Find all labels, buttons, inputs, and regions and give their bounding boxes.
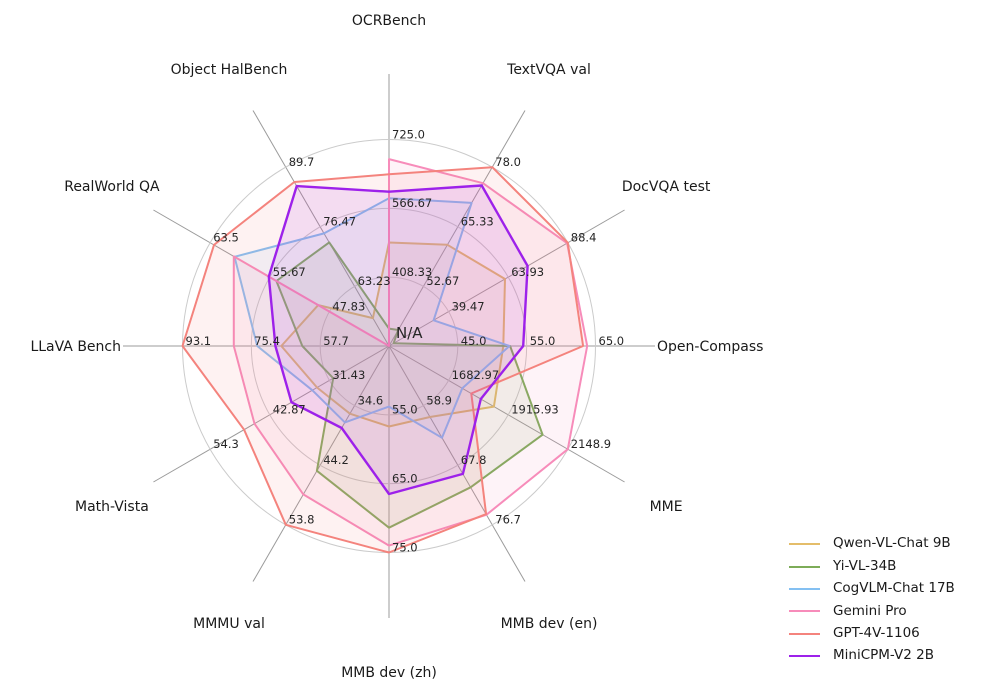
axis-label-mmmu-val: MMMU val bbox=[193, 616, 265, 632]
axis-label-ocrbench: OCRBench bbox=[352, 13, 426, 29]
legend-label-qwen-vl-chat-9b: Qwen-VL-Chat 9B bbox=[833, 535, 951, 552]
grid-spoke-textvqa-val bbox=[388, 110, 526, 347]
grid-spoke-docvqa-test bbox=[388, 209, 625, 347]
tick-label-docvqa-test-1: 39.47 bbox=[452, 299, 485, 313]
grid-spoke-mmb-dev-en bbox=[388, 345, 526, 582]
tick-label-docvqa-test-3: 88.4 bbox=[571, 230, 597, 244]
series-cogvlm-chat-17b-fill bbox=[234, 198, 510, 438]
axis-label-docvqa-test: DocVQA test bbox=[622, 179, 711, 195]
tick-label-mmmu-val-1: 34.6 bbox=[358, 393, 384, 407]
grid-spoke-mme bbox=[388, 345, 625, 483]
tick-label-llava-bench-3: 93.1 bbox=[186, 334, 212, 348]
tick-label-mmb-dev-en-1: 58.9 bbox=[426, 393, 452, 407]
tick-label-object-halbench-2: 76.47 bbox=[323, 215, 356, 229]
legend-item-gpt-4v-1106: GPT-4V-1106 bbox=[789, 623, 955, 645]
tick-label-object-halbench-3: 89.7 bbox=[289, 155, 315, 169]
tick-label-open-compass-3: 65.0 bbox=[599, 334, 625, 348]
series-minicpm-v2-2b-line bbox=[267, 184, 529, 496]
legend-swatch-cogvlm-chat-17b bbox=[789, 587, 820, 590]
legend-label-cogvlm-chat-17b: CogVLM-Chat 17B bbox=[833, 580, 955, 597]
axis-label-object-halbench: Object HalBench bbox=[171, 62, 288, 78]
legend-item-yi-vl-34b: Yi-VL-34B bbox=[789, 555, 955, 577]
axis-label-open-compass: Open-Compass bbox=[657, 339, 763, 355]
tick-label-math-vista-2: 42.87 bbox=[273, 403, 306, 417]
grid-spoke-math-vista bbox=[153, 345, 390, 483]
legend-item-minicpm-v2-2b: MiniCPM-V2 2B bbox=[789, 645, 955, 667]
legend-label-gpt-4v-1106: GPT-4V-1106 bbox=[833, 625, 920, 641]
tick-label-mmmu-val-2: 44.2 bbox=[323, 453, 349, 467]
tick-label-open-compass-2: 55.0 bbox=[530, 334, 556, 348]
tick-label-llava-bench-2: 75.4 bbox=[254, 334, 280, 348]
legend-swatch-minicpm-v2-2b bbox=[789, 655, 820, 658]
tick-label-mme-3: 2148.9 bbox=[571, 437, 611, 451]
tick-label-mmmu-val-3: 53.8 bbox=[289, 513, 315, 527]
tick-label-ocrbench-2: 566.67 bbox=[392, 196, 432, 210]
tick-label-mmb-dev-zh-1: 55.0 bbox=[392, 403, 418, 417]
series-qwen-vl-chat-9b-fill bbox=[281, 242, 505, 427]
tick-label-realworld-qa-3: 63.5 bbox=[213, 230, 239, 244]
tick-label-realworld-qa-2: 55.67 bbox=[273, 265, 306, 279]
tick-label-ocrbench-3: 725.0 bbox=[392, 127, 425, 141]
series-gpt-4v-1106-line bbox=[181, 166, 585, 554]
series-gpt-4v-1106-fill bbox=[182, 167, 584, 553]
axis-label-llava-bench: LLaVA Bench bbox=[30, 339, 121, 355]
series-gemini-pro-fill bbox=[233, 159, 588, 546]
series-minicpm-v2-2b-fill bbox=[268, 185, 528, 494]
legend-swatch-yi-vl-34b bbox=[789, 565, 820, 568]
center-na-label: N/A bbox=[396, 324, 423, 342]
grid-spoke-object-halbench bbox=[252, 110, 390, 347]
tick-label-textvqa-val-1: 52.67 bbox=[426, 274, 459, 288]
tick-label-math-vista-1: 31.43 bbox=[332, 368, 365, 382]
tick-label-llava-bench-1: 57.7 bbox=[323, 334, 349, 348]
tick-label-textvqa-val-3: 78.0 bbox=[495, 155, 521, 169]
tick-label-realworld-qa-1: 47.83 bbox=[332, 299, 365, 313]
tick-label-mmb-dev-zh-2: 65.0 bbox=[392, 471, 418, 485]
axis-label-realworld-qa: RealWorld QA bbox=[64, 179, 160, 195]
tick-label-math-vista-3: 54.3 bbox=[213, 437, 239, 451]
series-yi-vl-34b-fill bbox=[276, 242, 543, 528]
axis-label-mmb-dev-zh: MMB dev (zh) bbox=[341, 665, 437, 681]
legend-item-cogvlm-chat-17b: CogVLM-Chat 17B bbox=[789, 578, 955, 600]
grid-spoke-mmmu-val bbox=[252, 345, 390, 582]
tick-label-docvqa-test-2: 63.93 bbox=[511, 265, 544, 279]
legend-item-gemini-pro: Gemini Pro bbox=[789, 600, 955, 622]
legend-label-yi-vl-34b: Yi-VL-34B bbox=[833, 557, 897, 574]
axis-label-mmb-dev-en: MMB dev (en) bbox=[501, 616, 598, 632]
legend-swatch-qwen-vl-chat-9b bbox=[789, 543, 820, 546]
tick-label-mmb-dev-en-3: 76.7 bbox=[495, 513, 521, 527]
tick-label-mmb-dev-zh-3: 75.0 bbox=[392, 540, 418, 554]
axis-label-mme: MME bbox=[650, 499, 683, 515]
tick-label-mmb-dev-en-2: 67.8 bbox=[461, 453, 487, 467]
tick-label-mme-1: 1682.97 bbox=[452, 368, 500, 382]
axis-label-textvqa-val: TextVQA val bbox=[506, 62, 591, 78]
legend-item-qwen-vl-chat-9b: Qwen-VL-Chat 9B bbox=[789, 533, 955, 555]
legend-swatch-gpt-4v-1106 bbox=[789, 632, 820, 635]
legend-label-gemini-pro: Gemini Pro bbox=[833, 602, 907, 619]
chart-legend: Qwen-VL-Chat 9B Yi-VL-34B CogVLM-Chat 17B G… bbox=[789, 533, 955, 667]
tick-label-textvqa-val-2: 65.33 bbox=[461, 215, 494, 229]
legend-label-minicpm-v2-2b: MiniCPM-V2 2B bbox=[833, 647, 934, 664]
tick-label-ocrbench-1: 408.33 bbox=[392, 265, 432, 279]
legend-swatch-gemini-pro bbox=[789, 610, 820, 613]
tick-label-open-compass-1: 45.0 bbox=[461, 334, 487, 348]
axis-label-math-vista: Math-Vista bbox=[75, 499, 149, 515]
tick-label-object-halbench-1: 63.23 bbox=[358, 274, 391, 288]
tick-label-mme-2: 1915.93 bbox=[511, 403, 559, 417]
